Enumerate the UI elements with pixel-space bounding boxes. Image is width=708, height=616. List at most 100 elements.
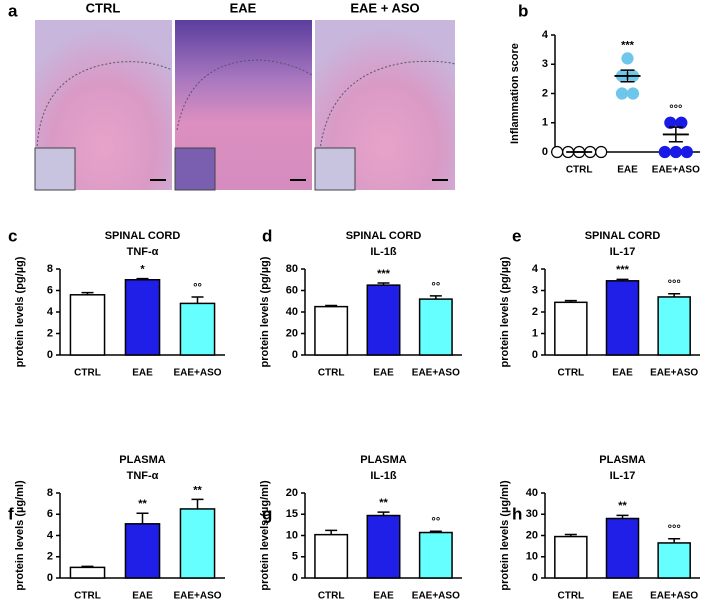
bar: [69, 294, 106, 356]
x-tick-label: EAE: [132, 591, 153, 602]
x-tick-label: EAE+ASO: [650, 591, 698, 602]
y-tick-label: 3: [542, 58, 548, 70]
significance-label: °°°: [669, 104, 682, 116]
boundary: [36, 61, 173, 151]
y-tick-label: 4: [542, 29, 549, 41]
y-tick-label: 0: [292, 349, 298, 361]
inset: [34, 147, 76, 191]
y-tick-label: 0: [532, 349, 538, 361]
y-axis-label: Inflammation score: [509, 43, 521, 144]
chart-title: TNF-α: [127, 470, 159, 482]
x-tick-label: EAE+ASO: [650, 368, 698, 379]
image-label: EAE + ASO: [350, 0, 419, 15]
x-tick-label: EAE+ASO: [412, 368, 460, 379]
y-tick-label: 4: [47, 529, 54, 541]
bar: [124, 523, 161, 579]
x-tick-label: EAE: [373, 368, 394, 379]
panel-letter: f: [8, 504, 14, 523]
significance-label: °°°: [668, 279, 681, 291]
image-label: CTRL: [86, 0, 121, 15]
bar: [314, 533, 349, 579]
bar: [605, 517, 640, 579]
chart-title: IL-17: [610, 246, 636, 258]
data-point: [626, 87, 640, 100]
y-tick-label: 40: [286, 306, 298, 318]
y-tick-label: 60: [286, 284, 298, 296]
panel-letter: b: [518, 1, 528, 20]
y-tick-label: 8: [47, 487, 53, 499]
y-tick-label: 0: [532, 572, 538, 584]
x-tick-label: EAE: [612, 368, 633, 379]
chart-title: SPINAL CORD: [346, 230, 422, 242]
data-point: [669, 145, 682, 159]
bar: [657, 542, 691, 579]
bar: [418, 531, 453, 579]
y-tick-label: 2: [542, 87, 548, 99]
y-tick-label: 2: [47, 551, 53, 563]
chart-title: SPINAL CORD: [585, 230, 661, 242]
y-axis-label: protein levels (pg/µg): [14, 256, 26, 367]
y-tick-label: 20: [286, 487, 298, 499]
bar: [366, 284, 401, 356]
significance-label: **: [618, 500, 627, 512]
y-tick-label: 0: [292, 572, 298, 584]
y-tick-label: 1: [532, 327, 538, 339]
significance-label: ***: [621, 39, 635, 51]
chart-title: TNF-α: [127, 246, 159, 258]
y-tick-label: 0: [47, 349, 53, 361]
inset: [174, 147, 216, 191]
x-tick-label: EAE+ASO: [412, 591, 460, 602]
data-point: [658, 145, 671, 159]
bar: [605, 280, 640, 356]
x-tick-label: CTRL: [318, 591, 345, 602]
x-tick-label: EAE: [617, 165, 638, 176]
panel-letter: d: [262, 226, 272, 245]
data-point: [621, 52, 634, 65]
image-label: EAE: [230, 0, 257, 15]
significance-label: ***: [616, 264, 630, 276]
bar: [366, 514, 401, 579]
bar: [657, 296, 691, 356]
significance-label: °°: [431, 516, 440, 528]
bar: [124, 279, 161, 356]
x-tick-label: CTRL: [557, 368, 584, 379]
y-tick-label: 0: [542, 146, 548, 158]
x-tick-label: CTRL: [74, 368, 101, 379]
chart-title: SPINAL CORD: [105, 230, 181, 242]
data-point: [551, 145, 564, 159]
panel-letter: h: [512, 504, 522, 523]
panel-letter: g: [262, 504, 272, 523]
error-bar: [191, 498, 204, 509]
boundary: [176, 59, 313, 131]
y-tick-label: 2: [532, 306, 538, 318]
panel-letter: c: [8, 226, 17, 245]
error-bar: [620, 69, 635, 83]
y-tick-label: 80: [286, 263, 298, 275]
significance-label: **: [379, 497, 388, 509]
y-tick-label: 15: [286, 508, 298, 520]
x-tick-label: EAE: [612, 591, 633, 602]
data-point: [595, 145, 608, 159]
bar: [554, 301, 588, 356]
inset: [314, 147, 356, 191]
x-tick-label: CTRL: [74, 591, 101, 602]
significance-label: ***: [377, 268, 391, 280]
y-tick-label: 5: [292, 551, 298, 563]
y-axis-label: protein levels (µg/ml): [14, 480, 26, 591]
x-tick-label: CTRL: [318, 368, 345, 379]
y-tick-label: 10: [286, 529, 298, 541]
y-tick-label: 30: [526, 508, 538, 520]
bar: [418, 298, 453, 356]
bar: [69, 566, 106, 579]
y-tick-label: 20: [526, 529, 538, 541]
chart-title: PLASMA: [360, 454, 407, 466]
y-tick-label: 0: [47, 572, 53, 584]
chart-title: PLASMA: [599, 454, 646, 466]
y-axis-label: protein levels (pg/µg): [499, 256, 511, 367]
x-tick-label: EAE: [373, 591, 394, 602]
error-bar: [668, 126, 683, 143]
significance-label: **: [193, 484, 202, 496]
data-point: [675, 116, 688, 129]
chart-title: IL-17: [610, 470, 636, 482]
